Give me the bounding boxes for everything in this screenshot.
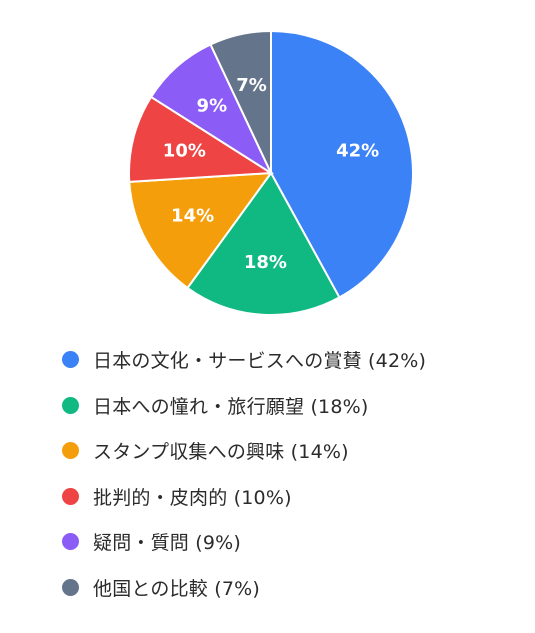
slice-value-label: 42%	[336, 140, 379, 161]
legend-item: 批判的・皮肉的 (10%)	[62, 474, 426, 520]
pie-chart: 42% 18% 14% 10% 9% 7%	[128, 29, 414, 316]
slice-value-label: 7%	[236, 75, 267, 96]
legend-item: 日本の文化・サービスへの賞賛 (42%)	[62, 337, 426, 383]
legend-swatch	[62, 351, 79, 369]
pie-slice	[149, 43, 274, 176]
legend-label: スタンプ収集への興味 (14%)	[93, 441, 349, 464]
legend-swatch	[62, 442, 79, 460]
chart-legend: 日本の文化・サービスへの賞賛 (42%) 日本への憧れ・旅行願望 (18%) スタン…	[62, 337, 426, 610]
slice-value-label: 10%	[163, 140, 206, 161]
pie-slice	[186, 171, 341, 316]
legend-item: 日本への憧れ・旅行願望 (18%)	[62, 383, 426, 429]
pie-slices	[128, 29, 414, 316]
legend-swatch	[62, 578, 79, 596]
legend-item: スタンプ収集への興味 (14%)	[62, 428, 426, 474]
legend-swatch	[62, 487, 79, 505]
legend-label: 日本への憧れ・旅行願望 (18%)	[93, 395, 369, 418]
pie-slice-labels: 42% 18% 14% 10% 9% 7%	[163, 75, 379, 273]
pie-slice	[209, 29, 272, 174]
legend-label: 他国との比較 (7%)	[93, 577, 261, 600]
legend-label: 疑問・質問 (9%)	[93, 532, 242, 555]
legend-item: 他国との比較 (7%)	[62, 565, 426, 611]
legend-swatch	[62, 533, 79, 551]
slice-value-label: 14%	[171, 206, 214, 227]
slice-value-label: 9%	[197, 95, 228, 116]
legend-item: 疑問・質問 (9%)	[62, 519, 426, 565]
pie-slice	[128, 95, 275, 183]
slice-value-label: 18%	[244, 252, 287, 273]
pie-slice	[270, 29, 414, 299]
legend-swatch	[62, 396, 79, 414]
legend-label: 日本の文化・サービスへの賞賛 (42%)	[93, 350, 427, 373]
legend-label: 批判的・皮肉的 (10%)	[93, 486, 292, 509]
pie-slice	[128, 171, 274, 290]
